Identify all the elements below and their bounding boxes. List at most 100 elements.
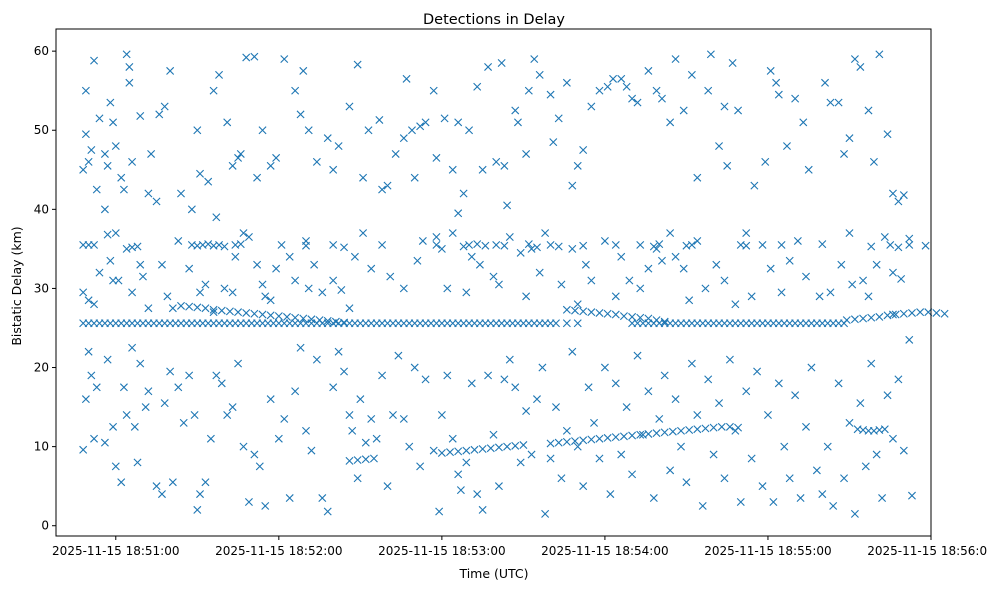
data-point-marker: [644, 66, 653, 75]
data-point-marker: [323, 316, 332, 325]
data-point-marker: [361, 438, 370, 447]
data-point-marker: [761, 157, 770, 166]
data-point-marker: [546, 240, 555, 249]
data-point-marker: [489, 430, 498, 439]
data-point-marker: [220, 284, 229, 293]
data-point-marker: [633, 98, 642, 107]
data-point-marker: [557, 474, 566, 483]
data-point-marker: [660, 371, 669, 380]
data-point-marker: [834, 379, 843, 388]
data-point-marker: [244, 233, 253, 242]
data-point-marker: [100, 438, 109, 447]
data-point-marker: [573, 319, 582, 328]
data-point-marker: [258, 126, 267, 135]
data-point-marker: [130, 422, 139, 431]
data-point-marker: [261, 292, 270, 301]
data-point-marker: [437, 410, 446, 419]
data-point-marker: [802, 272, 810, 281]
data-point-marker: [850, 315, 859, 324]
data-point-marker: [111, 142, 120, 151]
data-point-marker: [340, 367, 349, 376]
data-point-marker: [299, 314, 308, 323]
data-point-marker: [280, 55, 289, 64]
data-point-marker: [388, 410, 397, 419]
data-point-marker: [394, 351, 403, 360]
data-point-marker: [554, 242, 563, 251]
data-point-marker: [323, 134, 332, 143]
data-point-marker: [546, 90, 555, 99]
y-tick-label: 60: [34, 44, 49, 58]
data-point-marker: [571, 306, 580, 315]
data-point-marker: [217, 306, 226, 315]
data-point-marker: [682, 478, 691, 487]
data-point-marker: [845, 229, 854, 238]
data-point-marker: [511, 383, 520, 392]
data-point-marker: [888, 310, 897, 319]
data-point-marker: [617, 450, 626, 459]
data-point-marker: [698, 501, 707, 510]
data-point-marker: [367, 414, 376, 423]
data-point-marker: [106, 256, 115, 265]
data-point-marker: [736, 498, 745, 506]
data-point-marker: [693, 410, 702, 419]
data-point-marker: [821, 78, 830, 87]
data-point-marker: [79, 288, 88, 297]
data-point-marker: [81, 130, 90, 139]
data-point-marker: [266, 395, 275, 404]
data-point-marker: [731, 300, 740, 309]
x-tick-label: 2025-11-15 18:55:00: [704, 544, 831, 558]
data-point-marker: [611, 433, 620, 442]
data-point-marker: [677, 442, 685, 451]
data-point-marker: [878, 494, 887, 503]
data-point-marker: [185, 371, 194, 380]
data-point-marker: [500, 375, 509, 384]
data-point-marker: [541, 229, 550, 238]
data-point-marker: [312, 157, 321, 166]
data-point-marker: [671, 55, 680, 64]
data-point-marker: [538, 363, 547, 372]
data-point-marker: [867, 359, 876, 368]
data-point-marker: [804, 165, 813, 174]
data-point-marker: [329, 165, 338, 174]
y-axis-label: Bistatic Delay (km): [9, 226, 24, 345]
data-point-marker: [421, 375, 430, 384]
data-point-marker: [728, 59, 737, 67]
data-point-marker: [204, 177, 213, 186]
data-point-marker: [907, 308, 916, 317]
data-point-marker: [671, 252, 680, 261]
data-point-marker: [595, 434, 604, 443]
data-point-marker: [549, 138, 558, 147]
data-point-marker: [296, 110, 305, 119]
data-point-marker: [500, 241, 509, 250]
data-point-marker: [456, 486, 465, 495]
data-point-marker: [826, 98, 835, 107]
data-point-marker: [823, 442, 832, 451]
data-point-marker: [266, 296, 275, 305]
data-point-marker: [554, 438, 563, 447]
data-point-marker: [777, 288, 786, 297]
data-point-marker: [679, 264, 688, 273]
data-point-marker: [888, 434, 897, 443]
data-point-marker: [79, 445, 88, 454]
data-point-marker: [337, 286, 346, 295]
data-point-marker: [842, 316, 851, 325]
data-point-marker: [209, 86, 218, 95]
data-point-marker: [505, 233, 514, 242]
data-point-marker: [369, 454, 378, 463]
data-point-marker: [399, 134, 408, 143]
data-point-marker: [92, 185, 101, 194]
data-point-marker: [185, 264, 194, 273]
data-point-marker: [899, 309, 908, 318]
data-point-marker: [894, 375, 903, 384]
data-point-marker: [907, 491, 916, 500]
data-point-marker: [454, 209, 463, 218]
data-point-marker: [223, 410, 232, 419]
data-point-marker: [103, 355, 112, 364]
data-point-marker: [595, 308, 604, 317]
data-point-marker: [666, 118, 675, 127]
data-point-marker: [701, 424, 710, 433]
data-point-marker: [391, 149, 400, 158]
data-point-marker: [454, 447, 463, 456]
data-point-marker: [546, 439, 555, 448]
data-point-marker: [600, 236, 609, 245]
